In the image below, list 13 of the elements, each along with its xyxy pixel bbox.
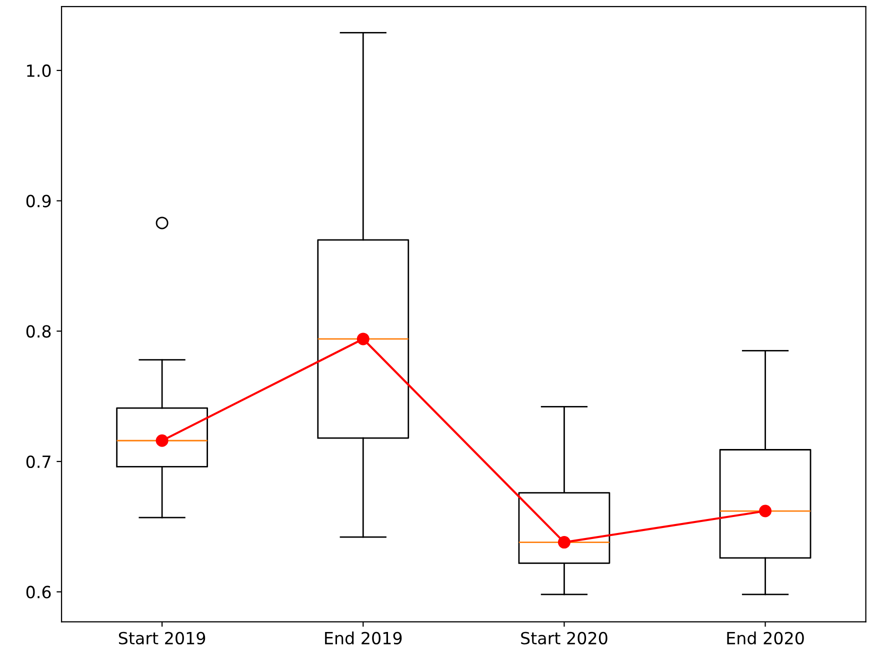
point [558,536,570,549]
x-tick-label: End 2020 [727,632,804,644]
point [356,332,370,346]
y-tick-label: 0.8 [26,325,51,338]
x-tick-label: Start 2020 [521,632,608,644]
y-tick-label: 0.9 [26,194,51,208]
y-tick-label: 0.6 [26,586,51,598]
point [759,504,772,518]
point [156,434,168,447]
x-tick-label: Start 2019 [118,632,206,644]
x-tick-label: End 2019 [325,632,402,644]
y-tick-label: 1.0 [27,64,51,78]
y-tick-label: 0.7 [26,455,50,468]
